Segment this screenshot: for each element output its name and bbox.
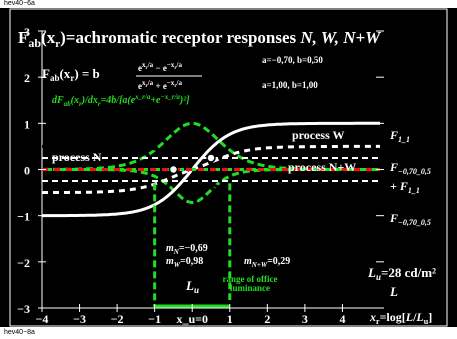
derivative-formula: dFab(xr)/dxr=4b/[a(ex_r/a+e−x_r/a)²]	[52, 93, 190, 108]
y-tick-label: −2	[17, 256, 30, 270]
x-tick-label: 1	[227, 312, 233, 326]
chart-svg: 3 2 1 0 −1 −2 −3 −4 −3 −2 −1 x_u=0 1 2 3 4 Fab(xr)=achr…	[8, 8, 449, 327]
x-tick-label: −3	[73, 312, 86, 326]
footer-code-text: hev40−8a	[4, 329, 35, 336]
label-f-0705-bot: F−0,70_0,5	[389, 211, 431, 227]
param-2: a=1,00, b=1,00	[262, 80, 318, 90]
label-axis-l: L	[389, 284, 398, 299]
label-luminance: Lu=28 cd/m²	[367, 265, 436, 282]
y-tick-label: 0	[24, 164, 30, 178]
process-n-curve	[42, 144, 380, 195]
header-code-text: hev40−6a	[4, 0, 35, 7]
x-tick-label: −1	[148, 312, 161, 326]
label-process-w: process W	[292, 128, 345, 142]
x-tick-label: 3	[302, 312, 308, 326]
x-tick-label: −4	[36, 312, 49, 326]
label-process-nw: process N+W	[288, 160, 356, 174]
process-nw-curve	[41, 144, 380, 195]
texts: Fab(xr)=achromatic receptor responses N,…	[18, 28, 436, 326]
x-axis-label: xr=log[L/Lu]	[369, 310, 432, 326]
marker-dot-left	[168, 164, 179, 175]
footer-code: hev40−8a	[0, 327, 457, 339]
y-tick-label: 3	[24, 25, 30, 39]
formula-lhs: Fab(xr) = b	[42, 66, 100, 83]
x-tick-label: 2	[264, 312, 270, 326]
x-tick-label: 4	[339, 312, 345, 326]
label-m-w: mW=0,98	[166, 256, 203, 269]
plot-border	[9, 8, 448, 327]
param-1: a=−0,70, b=0,50	[262, 55, 323, 65]
label-m-nw: mN+W=0,29	[244, 256, 290, 269]
y-tick-label: 1	[24, 117, 30, 131]
label-lu: Lu	[185, 278, 199, 295]
label-process-n: process N	[52, 150, 102, 164]
marker-dot-right	[206, 153, 216, 163]
label-range-1: range of office	[223, 274, 278, 284]
label-f11-top: F1_1	[389, 128, 410, 144]
process-w-curve	[42, 121, 380, 218]
ticks: 3 2 1 0 −1 −2 −3 −4 −3 −2 −1 x_u=0 1 2 3 4	[17, 25, 384, 326]
label-f-0705-mid: F−0,70_0,5	[389, 160, 431, 176]
curves	[41, 121, 380, 308]
header-code: hev40−6a	[0, 0, 457, 8]
label-plus-f11: + F1_1	[390, 179, 420, 195]
label-range-2: luminance	[230, 283, 270, 293]
y-tick-label: 2	[24, 71, 30, 85]
x-tick-label: x_u=0	[176, 312, 208, 326]
chart-title: Fab(xr)=achromatic receptor responses N,…	[18, 28, 382, 50]
x-tick-label: −2	[111, 312, 124, 326]
label-m-n: mN=−0,69	[166, 243, 208, 256]
y-tick-label: −3	[17, 302, 30, 316]
y-tick-label: −1	[17, 210, 30, 224]
